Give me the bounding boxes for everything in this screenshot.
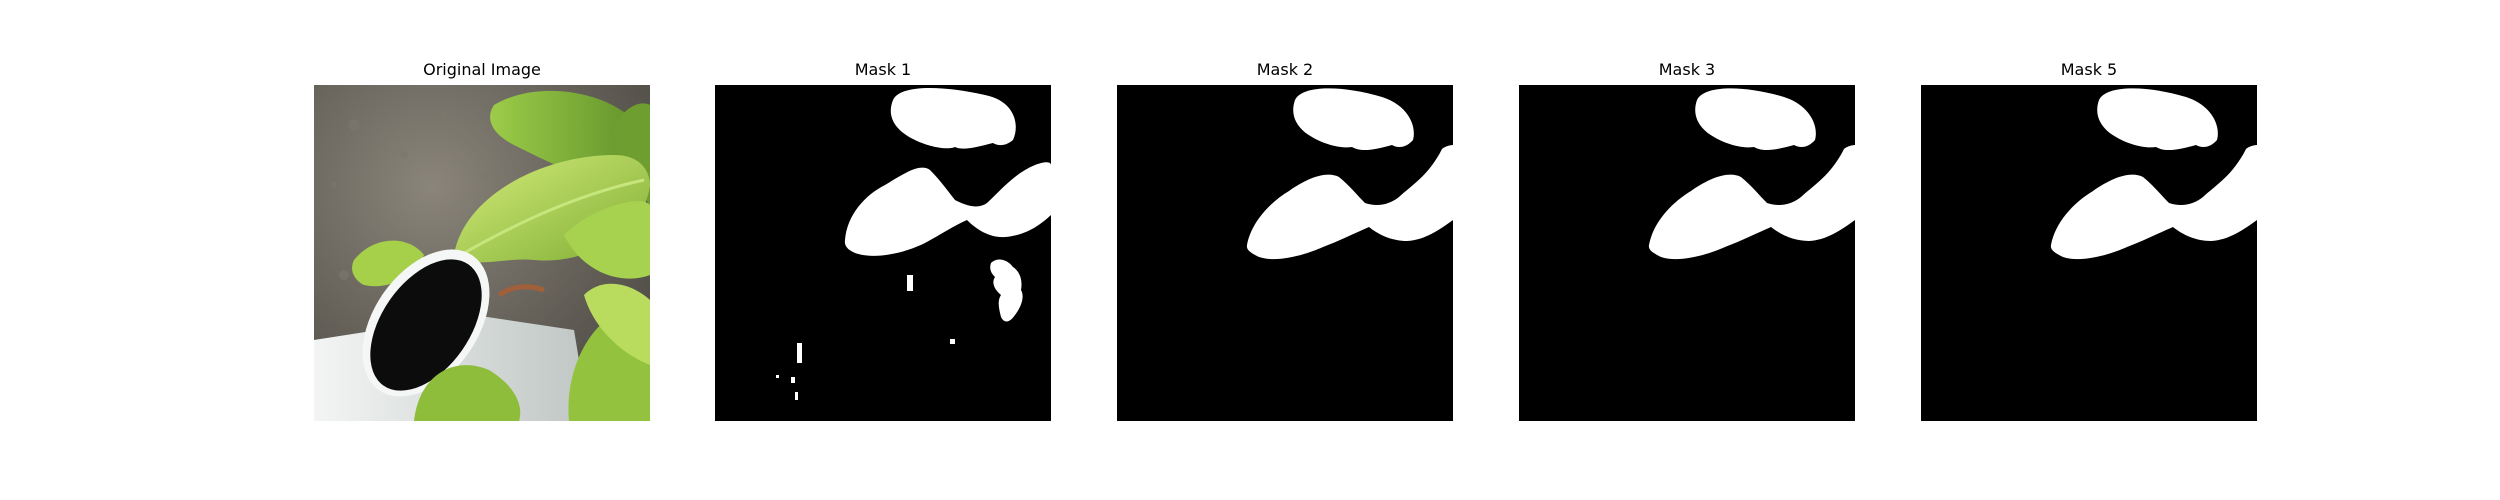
mask-speckle [795, 392, 798, 400]
panel-title: Mask 3 [1658, 60, 1716, 79]
mask-blob-large [1246, 145, 1453, 260]
panel-mask-3: Mask 3 [1519, 59, 1855, 421]
mask-image [1117, 85, 1453, 421]
mask-speckle [950, 339, 955, 344]
mask-blob-top [890, 88, 1016, 149]
mask-speckle-right [990, 259, 1023, 322]
mask-blob-top [1695, 88, 1816, 151]
mask-image [1921, 85, 2257, 421]
leaf-bottom-center [414, 365, 521, 421]
mask-blob-top [1293, 88, 1414, 151]
mask-blob-large [2050, 145, 2257, 260]
mask-speckle [797, 343, 802, 363]
stone-texture [331, 112, 487, 289]
stem [497, 284, 545, 298]
mask-image [715, 85, 1051, 421]
mask-image [1519, 85, 1855, 421]
mask-blob-top [2097, 88, 2218, 151]
original-photo [314, 85, 650, 421]
panel-mask-2: Mask 2 [1117, 59, 1453, 421]
mask-blob-large [1648, 145, 1855, 260]
mask-blob-large [844, 162, 1051, 256]
panel-title: Mask 5 [2060, 60, 2118, 79]
panel-mask-5: Mask 5 [1921, 59, 2257, 421]
panel-title: Mask 2 [1256, 60, 1314, 79]
panel-title: Mask 1 [854, 60, 912, 79]
leaf-right-edge [584, 283, 650, 365]
panel-original-image: Original Image [314, 59, 650, 421]
mask-speckle [776, 375, 779, 378]
panel-title: Original Image [423, 60, 541, 79]
mask-speckle [791, 377, 795, 383]
pot-opening [370, 259, 482, 391]
mask-speckle [907, 275, 913, 291]
panel-mask-1: Mask 1 [715, 59, 1051, 421]
leaf-mid [564, 201, 650, 279]
leaf-vein [463, 178, 645, 255]
